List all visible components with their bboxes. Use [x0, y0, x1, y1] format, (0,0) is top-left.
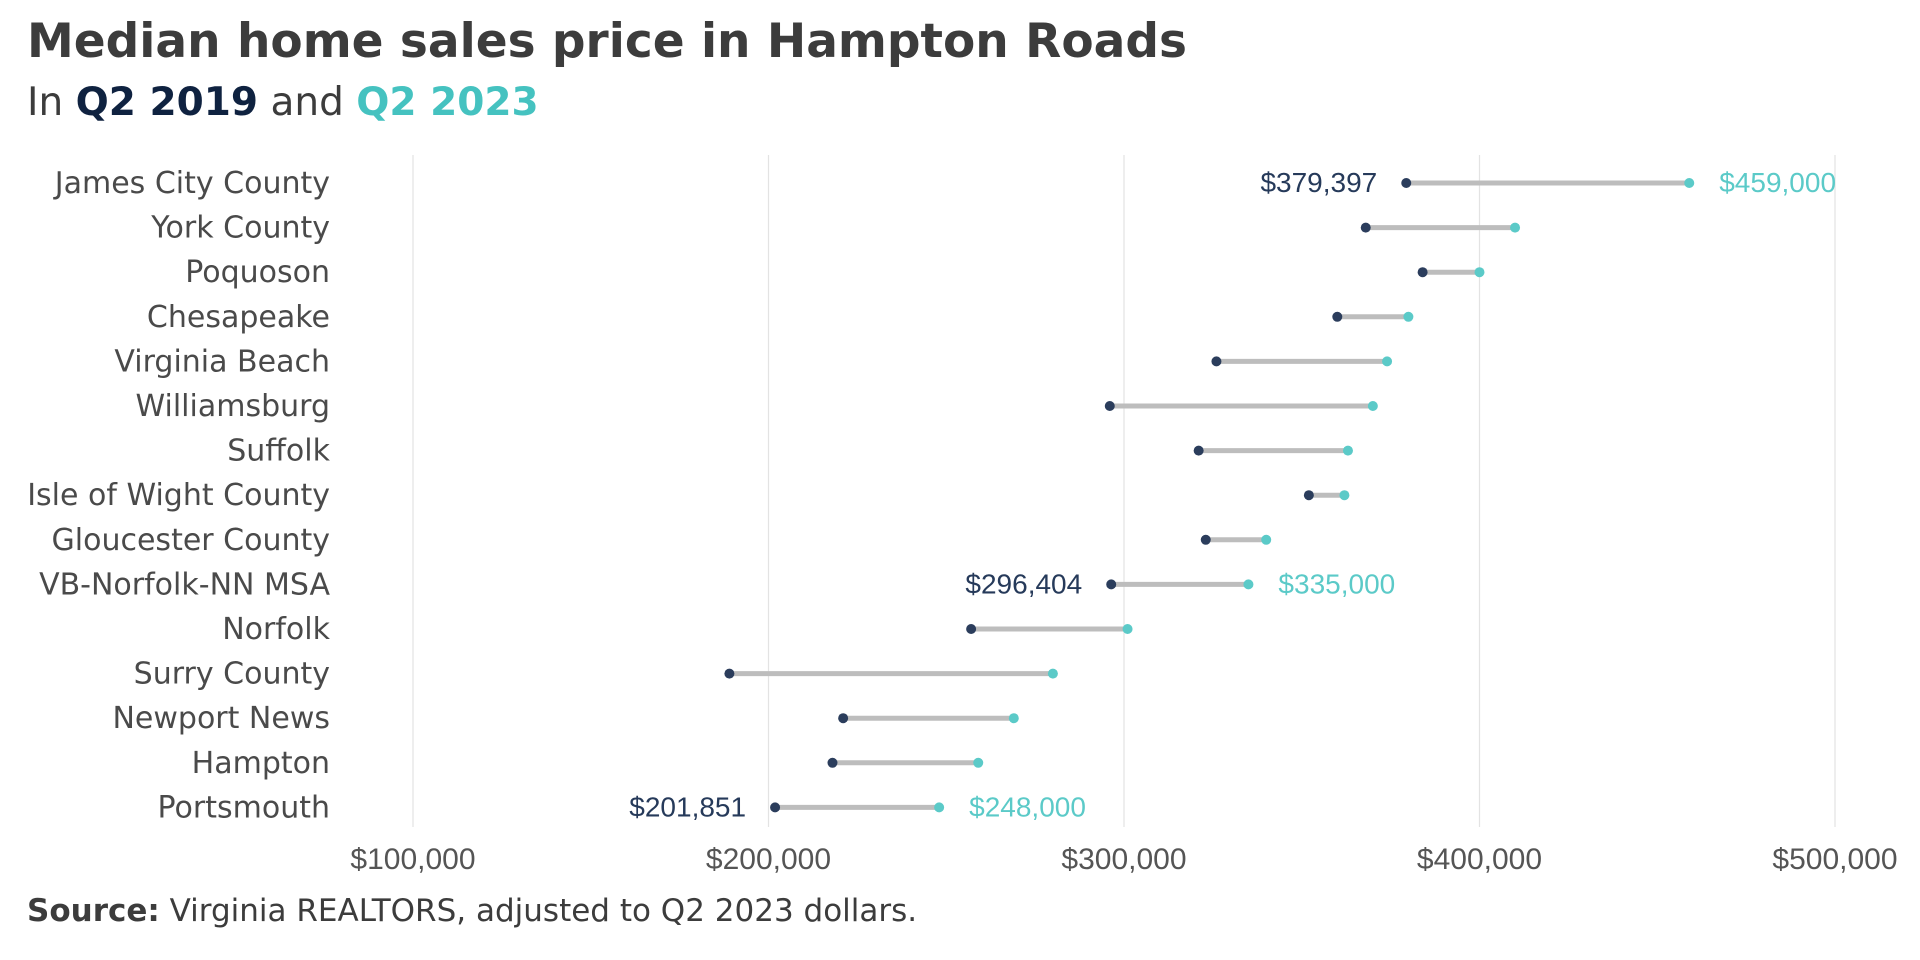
point-q2-2019 [1211, 356, 1222, 367]
category-label: York County [150, 211, 330, 246]
subtitle-prefix: In [27, 80, 64, 125]
data-label-q2-2023: $335,000 [1278, 568, 1395, 599]
point-q2-2023 [1403, 311, 1414, 322]
data-label-q2-2023: $248,000 [969, 791, 1086, 822]
x-tick-label: $400,000 [1417, 843, 1542, 876]
category-label: Poquoson [185, 255, 330, 290]
point-q2-2023 [1122, 624, 1133, 634]
x-tick-label: $500,000 [1772, 843, 1897, 876]
point-q2-2023 [934, 802, 945, 813]
point-q2-2019 [724, 668, 735, 679]
dumbbell-chart: $100,000 $200,000 $300,000 $400,000 $500,000… [27, 155, 1898, 876]
category-label: Virginia Beach [114, 344, 330, 379]
data-label-q2-2019: $296,404 [965, 568, 1082, 599]
category-label: Suffolk [227, 434, 330, 469]
data-label-q2-2019: $201,851 [629, 791, 746, 822]
chart-subtitle: In Q2 2019 and Q2 2023 [27, 80, 539, 125]
category-label: Chesapeake [147, 300, 330, 335]
category-label: Newport News [112, 701, 330, 736]
point-q2-2023 [1047, 668, 1058, 679]
point-q2-2023 [1367, 401, 1378, 411]
category-label: Williamsburg [136, 389, 331, 424]
source-label: Source: [27, 893, 160, 929]
source-text: Virginia REALTORS, adjusted to Q2 2023 d… [169, 893, 918, 929]
point-q2-2023 [1008, 713, 1019, 724]
category-label: Hampton [192, 746, 330, 781]
data-label-q2-2023: $459,000 [1719, 167, 1836, 198]
point-q2-2019 [770, 802, 781, 813]
x-tick-label: $200,000 [706, 843, 831, 876]
point-q2-2019 [1106, 579, 1117, 590]
point-q2-2023 [1339, 490, 1350, 501]
point-q2-2019 [1417, 267, 1428, 278]
point-q2-2023 [1510, 222, 1521, 233]
subtitle-series-q2-2019: Q2 2019 [75, 80, 259, 125]
category-label: Gloucester County [52, 523, 330, 558]
category-label: Isle of Wight County [27, 478, 330, 513]
point-q2-2023 [1243, 579, 1254, 590]
category-label: VB-Norfolk-NN MSA [39, 567, 330, 602]
point-q2-2019 [966, 624, 977, 634]
point-q2-2019 [827, 757, 838, 768]
point-q2-2019 [838, 713, 849, 724]
category-label: James City County [53, 166, 330, 201]
point-q2-2023 [1684, 178, 1695, 188]
subtitle-middle: and [270, 80, 344, 125]
category-label: Norfolk [222, 612, 330, 647]
point-q2-2019 [1401, 178, 1412, 188]
point-q2-2019 [1332, 311, 1343, 322]
subtitle-series-q2-2023: Q2 2023 [356, 80, 539, 125]
point-q2-2019 [1303, 490, 1314, 501]
point-q2-2023 [973, 757, 984, 768]
point-q2-2019 [1193, 445, 1204, 456]
point-q2-2023 [1261, 534, 1272, 545]
point-q2-2023 [1342, 445, 1353, 456]
category-label: Surry County [134, 657, 330, 692]
point-q2-2019 [1360, 222, 1371, 233]
point-q2-2019 [1104, 401, 1115, 411]
source-note: Source: Virginia REALTORS, adjusted to Q… [27, 893, 917, 929]
x-tick-label: $300,000 [1061, 843, 1186, 876]
point-q2-2019 [1200, 534, 1211, 545]
category-label: Portsmouth [158, 790, 330, 825]
x-tick-label: $100,000 [350, 843, 475, 876]
chart-title: Median home sales price in Hampton Roads [27, 14, 1187, 69]
point-q2-2023 [1474, 267, 1485, 278]
data-label-q2-2019: $379,397 [1260, 167, 1377, 198]
point-q2-2023 [1382, 356, 1393, 367]
